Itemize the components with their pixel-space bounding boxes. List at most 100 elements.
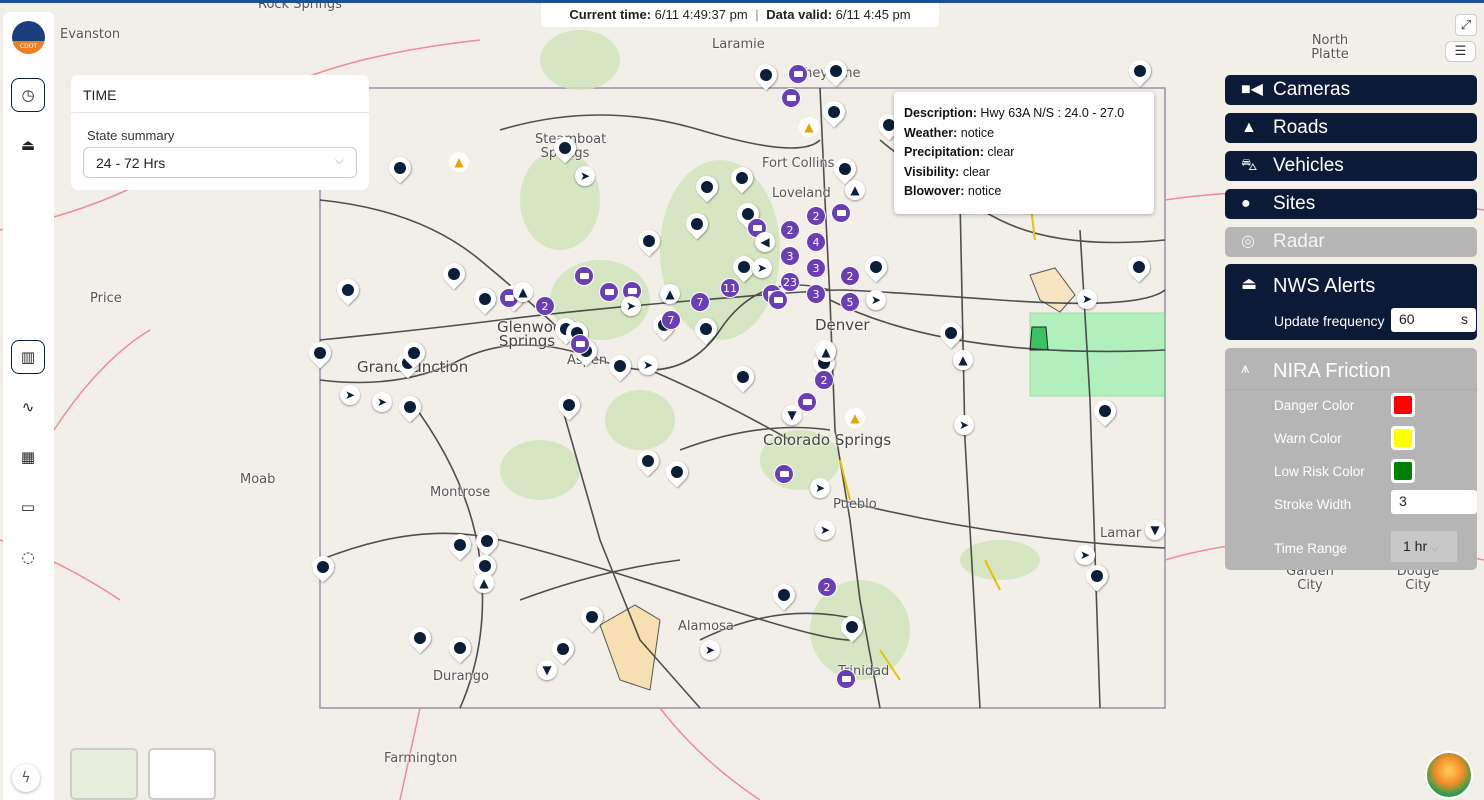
vehicle-marker[interactable]: ▲: [474, 573, 494, 593]
marker-cluster[interactable]: 2: [814, 370, 834, 390]
marker-cluster[interactable]: 2: [840, 266, 860, 286]
user-avatar[interactable]: [1425, 751, 1473, 799]
map-layers-button[interactable]: ▥: [11, 340, 45, 374]
routes-button[interactable]: ∿: [11, 390, 45, 424]
nws-alerts-toggle[interactable]: NWS Alerts: [1273, 275, 1376, 297]
city-label: Evanston: [60, 27, 121, 42]
marker-cluster[interactable]: 7: [690, 292, 710, 312]
vehicle-marker[interactable]: ▲: [953, 350, 973, 370]
camera-marker[interactable]: [797, 392, 817, 412]
vehicle-marker[interactable]: ➤: [866, 290, 886, 310]
vehicle-marker[interactable]: ➤: [1077, 289, 1097, 309]
vehicle-marker[interactable]: ➤: [752, 258, 772, 278]
time-panel: TIME State summary 24 - 72 Hrs ⌵: [71, 75, 369, 190]
update-frequency-label: Update frequency: [1274, 313, 1385, 329]
vehicle-marker[interactable]: ➤: [621, 296, 641, 316]
vehicle-marker[interactable]: ➤: [815, 520, 835, 540]
road-tooltip: Description: Hwy 63A N/S : 24.0 - 27.0 W…: [894, 92, 1154, 214]
vehicle-marker[interactable]: ▲: [513, 282, 533, 302]
low-risk-color-swatch[interactable]: [1391, 459, 1415, 483]
stroke-width-input[interactable]: 3: [1391, 490, 1477, 514]
camera-marker[interactable]: [781, 88, 801, 108]
region-polygon: [599, 604, 661, 691]
cameras-layer-button[interactable]: ■◀ Cameras: [1225, 75, 1477, 105]
vehicle-marker[interactable]: ▲: [816, 342, 836, 362]
car-icon: ⛍: [1241, 157, 1258, 174]
camera-marker[interactable]: [574, 266, 594, 286]
camera-marker[interactable]: [768, 290, 788, 310]
map-icon: ▥: [20, 348, 36, 366]
danger-color-swatch[interactable]: [1391, 393, 1415, 417]
fullscreen-button[interactable]: ⤢: [1455, 14, 1477, 36]
vehicle-marker[interactable]: ▼: [1145, 520, 1165, 540]
marker-cluster[interactable]: 2: [817, 577, 837, 597]
marker-cluster[interactable]: 4: [806, 232, 826, 252]
marker-cluster[interactable]: 2: [806, 206, 826, 226]
nira-friction-toggle[interactable]: NIRA Friction: [1273, 360, 1391, 382]
update-frequency-input[interactable]: 60 s: [1391, 308, 1476, 332]
panel-toggle-button[interactable]: ☰: [1445, 41, 1476, 62]
marker-cluster[interactable]: 3: [806, 284, 826, 304]
alerts-button[interactable]: ⏏: [11, 128, 45, 162]
vehicle-marker[interactable]: ➤: [810, 478, 830, 498]
vehicle-marker[interactable]: ▲: [660, 284, 680, 304]
marker-cluster[interactable]: 11: [720, 278, 740, 298]
roads-layer-button[interactable]: ▲ Roads: [1225, 113, 1477, 143]
select-area-button[interactable]: ◌: [11, 540, 45, 574]
marker-cluster[interactable]: 2: [535, 296, 555, 316]
camera-marker[interactable]: [570, 334, 590, 354]
vehicle-marker[interactable]: ➤: [954, 415, 974, 435]
vehicles-label: Vehicles: [1273, 155, 1344, 176]
sites-layer-button[interactable]: ● Sites: [1225, 189, 1477, 219]
marker-cluster[interactable]: 23: [780, 272, 800, 292]
table-button[interactable]: ▦: [11, 440, 45, 474]
vehicle-marker[interactable]: ◀: [755, 232, 775, 252]
camera-marker[interactable]: [831, 203, 851, 223]
chevron-down-icon: ⌵: [1431, 543, 1439, 554]
vehicle-marker[interactable]: ▼: [537, 660, 557, 680]
description-label: Description:: [904, 106, 977, 120]
layers-button[interactable]: ▭: [11, 490, 45, 524]
basemap-terrain-thumbnail[interactable]: [70, 748, 138, 800]
time-range-select[interactable]: 1 hr ⌵: [1391, 531, 1457, 562]
camera-marker[interactable]: [788, 64, 808, 84]
state-summary-select[interactable]: 24 - 72 Hrs ⌵: [83, 147, 357, 178]
vehicles-layer-button[interactable]: ⛍ Vehicles: [1225, 151, 1477, 181]
warn-color-swatch[interactable]: [1391, 426, 1415, 450]
vehicle-marker[interactable]: ▼: [782, 405, 802, 425]
marker-cluster[interactable]: 3: [780, 246, 800, 266]
basemap-roads-thumbnail[interactable]: [148, 748, 216, 800]
vehicle-marker[interactable]: ➤: [1075, 545, 1095, 565]
radar-layer-button[interactable]: ◎ Radar: [1225, 227, 1477, 257]
vehicle-marker[interactable]: ➤: [340, 385, 360, 405]
marker-cluster[interactable]: 5: [840, 292, 860, 312]
indent-list-icon: ☰: [1454, 44, 1467, 59]
vehicle-marker[interactable]: ➤: [372, 392, 392, 412]
warning-marker[interactable]: ▲: [845, 408, 865, 428]
marker-cluster[interactable]: 7: [661, 310, 681, 330]
radar-icon: ◎: [1241, 233, 1255, 250]
data-valid: 6/11 4:45 pm: [835, 7, 911, 22]
table-icon: ▦: [20, 448, 36, 466]
warning-marker[interactable]: ▲: [799, 117, 819, 137]
marker-cluster[interactable]: 3: [806, 258, 826, 278]
vehicle-marker[interactable]: ➤: [638, 355, 658, 375]
camera-marker[interactable]: [599, 282, 619, 302]
video-camera-icon: ■◀: [1241, 81, 1263, 98]
precipitation-label: Precipitation:: [904, 145, 984, 159]
vehicle-marker[interactable]: ▲: [845, 180, 865, 200]
alarm-icon: ⏏: [20, 136, 36, 154]
region-polygon: [1029, 267, 1076, 313]
warning-marker[interactable]: ▲: [449, 152, 469, 172]
time-button[interactable]: ◷: [11, 78, 45, 112]
alarm-icon: ⏏: [1241, 274, 1258, 293]
marker-cluster[interactable]: 2: [780, 220, 800, 240]
camera-marker[interactable]: [836, 669, 856, 689]
vehicle-marker[interactable]: ➤: [575, 166, 595, 186]
visibility-label: Visibility:: [904, 164, 960, 179]
current-time: 6/11 4:49:37 pm: [654, 7, 748, 22]
bolt-button[interactable]: ϟ: [12, 764, 40, 792]
camera-marker[interactable]: [774, 464, 794, 484]
vehicle-marker[interactable]: ➤: [700, 640, 720, 660]
